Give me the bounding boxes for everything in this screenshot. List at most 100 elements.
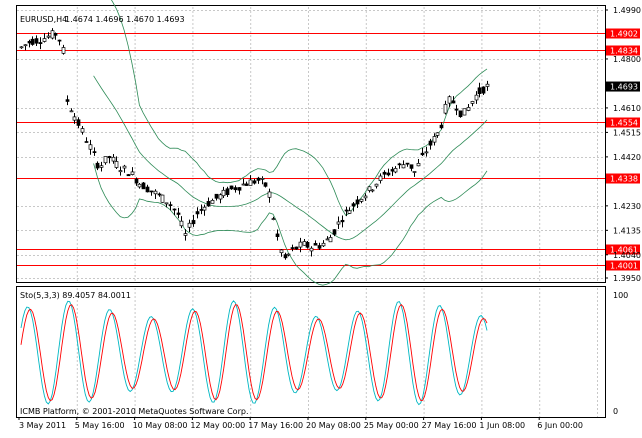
price-tick-label: 1.4990 bbox=[613, 6, 641, 15]
candle-body bbox=[390, 169, 395, 172]
candle-body bbox=[401, 164, 406, 169]
time-tick-label: 1 Jun 08:00 bbox=[479, 421, 525, 430]
candle-body bbox=[160, 194, 165, 203]
candle-body bbox=[397, 163, 402, 166]
candle-body bbox=[76, 119, 81, 126]
candle-body bbox=[34, 38, 39, 44]
candle-body bbox=[367, 186, 372, 191]
candle-body bbox=[241, 183, 246, 186]
candle-body bbox=[271, 218, 276, 220]
candle-body bbox=[267, 191, 272, 198]
candle-body bbox=[363, 195, 368, 199]
candle-body bbox=[118, 170, 123, 173]
grid bbox=[17, 7, 605, 417]
candle-body bbox=[405, 162, 410, 165]
candle-body bbox=[95, 162, 100, 169]
candle-body bbox=[290, 247, 295, 249]
candle-body bbox=[275, 233, 280, 238]
level-label: 1.4061 bbox=[610, 246, 638, 255]
candle-body bbox=[111, 156, 116, 162]
candle-body bbox=[302, 241, 307, 246]
candle-body bbox=[88, 144, 93, 150]
price-tick-label: 1.4515 bbox=[613, 128, 641, 137]
candle-body bbox=[183, 233, 188, 236]
stochastic-signal-line bbox=[20, 303, 488, 402]
stochastic-main-line bbox=[20, 300, 488, 406]
level-label-bg bbox=[606, 28, 640, 39]
candle-body bbox=[286, 253, 291, 256]
candle-body bbox=[72, 116, 77, 121]
candle-body bbox=[340, 219, 345, 223]
time-tick-label: 25 May 00:00 bbox=[364, 421, 419, 430]
candle-body bbox=[92, 151, 97, 153]
candle-body bbox=[328, 237, 333, 243]
candle-body bbox=[164, 202, 169, 205]
middle-band bbox=[93, 75, 488, 241]
current-price-bg bbox=[606, 81, 640, 92]
candle-body bbox=[332, 229, 337, 235]
price-tick-label: 1.4420 bbox=[613, 153, 641, 162]
candle-body bbox=[355, 199, 360, 205]
time-axis: 3 May 2011 5 May 16:00 10 May 08:00 12 May … bbox=[18, 417, 583, 430]
chart-title: EURUSD,H4 bbox=[20, 15, 67, 24]
candle-body bbox=[218, 194, 223, 200]
candle-body bbox=[283, 254, 288, 259]
price-tick-label: 1.4135 bbox=[613, 226, 641, 235]
level-label: 1.4554 bbox=[610, 119, 638, 128]
candle-body bbox=[439, 124, 444, 129]
candle-body bbox=[107, 156, 112, 159]
candle-body bbox=[462, 108, 467, 116]
candle-body bbox=[470, 101, 475, 104]
price-tick-label: 1.4800 bbox=[613, 55, 641, 64]
candle-body bbox=[221, 189, 226, 197]
candle-body bbox=[179, 220, 184, 227]
candle-body bbox=[168, 204, 173, 206]
candle-body bbox=[382, 171, 387, 175]
candle-body bbox=[298, 241, 303, 248]
candle-body bbox=[359, 198, 364, 202]
time-tick-label: 12 May 00:00 bbox=[190, 421, 245, 430]
candle-body bbox=[252, 180, 257, 184]
candle-body bbox=[187, 222, 192, 228]
price-tick-label: 1.4610 bbox=[613, 104, 641, 113]
candle-body bbox=[38, 42, 43, 45]
time-tick-label: 20 May 08:00 bbox=[306, 421, 361, 430]
candle-body bbox=[23, 44, 28, 47]
candle-body bbox=[61, 47, 66, 54]
time-tick-label: 27 May 16:00 bbox=[422, 421, 477, 430]
candle-body bbox=[420, 152, 425, 156]
candle-body bbox=[195, 211, 200, 215]
level-lines[interactable]: 1.4902 1.4834 1.4554 1.4338 1.4061 1.4001 1.46… bbox=[17, 28, 640, 271]
candle-body bbox=[481, 86, 486, 94]
level-label: 1.4338 bbox=[610, 175, 638, 184]
candle-body bbox=[256, 177, 261, 181]
candle-body bbox=[199, 209, 204, 211]
candle-body bbox=[27, 41, 32, 44]
time-tick-label: 5 May 16:00 bbox=[75, 421, 125, 430]
candle-body bbox=[233, 187, 238, 191]
candle-body bbox=[69, 110, 74, 113]
candle-body bbox=[458, 110, 463, 118]
stochastic-title: Sto(5,3,3) 89.4057 84.0011 bbox=[20, 291, 131, 300]
candle-body bbox=[50, 30, 55, 39]
candle-body bbox=[321, 242, 326, 247]
upper-band bbox=[110, 0, 488, 216]
candle-body bbox=[474, 94, 479, 101]
candle-body bbox=[149, 190, 154, 193]
candle-body bbox=[19, 46, 24, 49]
candle-body bbox=[344, 209, 349, 212]
candle-body bbox=[336, 221, 341, 225]
current-price-label: 1.4693 bbox=[610, 83, 638, 92]
candle-body bbox=[378, 175, 383, 181]
stochastic-tick-label: 100 bbox=[613, 291, 628, 300]
stochastic-panel bbox=[16, 286, 606, 418]
candle-body bbox=[477, 87, 482, 94]
time-tick-label: 10 May 08:00 bbox=[133, 421, 188, 430]
candle-body bbox=[424, 151, 429, 154]
level-label: 1.4001 bbox=[610, 262, 638, 271]
candle-body bbox=[294, 246, 299, 250]
candle-body bbox=[141, 182, 146, 190]
price-panel bbox=[16, 5, 606, 283]
price-axis: 1.4990 1.4800 1.4610 1.4515 1.4420 1.4230 1.41… bbox=[605, 6, 641, 416]
